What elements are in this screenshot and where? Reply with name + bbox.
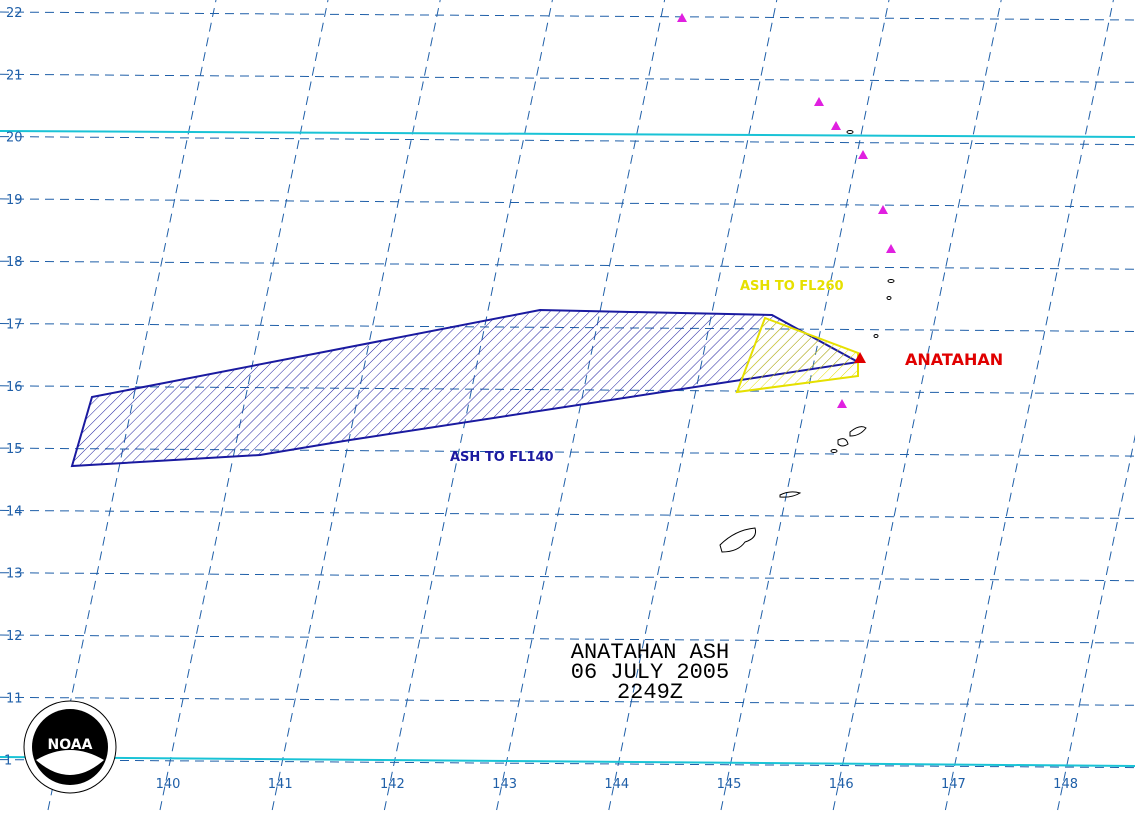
volcano-markers: [677, 13, 896, 408]
meridian: [832, 0, 1002, 811]
meridian: [944, 0, 1114, 811]
parallel: [0, 323, 1135, 332]
logo: NOAA: [23, 700, 117, 794]
parallel: [0, 447, 1135, 457]
lat-label: 1: [4, 754, 12, 769]
parallel: [0, 759, 1135, 769]
meridian: [1057, 434, 1135, 811]
logo-text: NOAA: [48, 737, 93, 753]
annotation: ASH TO FL260: [740, 279, 844, 294]
title: 06 JULY 2005: [571, 660, 729, 685]
lat-label: 15: [6, 442, 23, 457]
coast-boundary: [0, 756, 1135, 767]
lon-label: 141: [268, 777, 293, 792]
lat-label: 21: [6, 68, 23, 83]
title: ANATAHAN ASH: [571, 640, 729, 665]
parallel: [0, 73, 1135, 83]
lat-label: 20: [6, 131, 23, 146]
lat-label: 18: [6, 255, 23, 270]
lon-label: 144: [604, 777, 629, 792]
parallel: [0, 509, 1135, 519]
parallel: [0, 696, 1135, 706]
lon-label: 148: [1053, 777, 1078, 792]
volcano-label: ANATAHAN: [905, 350, 1003, 369]
lat-label: 13: [6, 567, 23, 582]
lat-label: 16: [6, 380, 23, 395]
lon-label: 145: [717, 777, 742, 792]
title: 2249Z: [617, 680, 683, 705]
meridian: [720, 0, 890, 811]
ash-area-high: [735, 316, 859, 394]
parallel: [0, 136, 1135, 146]
parallel: [0, 260, 1135, 270]
meridian: [608, 0, 778, 811]
parallel: [0, 634, 1135, 644]
lat-label: 17: [6, 318, 23, 333]
lat-label: 22: [6, 6, 23, 21]
parallel: [0, 198, 1135, 208]
lat-label: 14: [6, 504, 23, 519]
islands: [719, 130, 895, 553]
lon-label: 143: [492, 777, 517, 792]
lon-label: 146: [829, 777, 854, 792]
lat-label: 11: [6, 691, 23, 706]
annotation: ASH TO FL140: [450, 450, 554, 465]
lat-label: 12: [6, 629, 23, 644]
lon-label: 147: [941, 777, 966, 792]
parallel: [0, 572, 1135, 582]
lon-label: 142: [380, 777, 405, 792]
lon-label: 140: [156, 777, 181, 792]
lat-label: 19: [6, 193, 23, 208]
parallel: [0, 11, 1135, 21]
parallel: [0, 385, 1135, 395]
coast-boundary: [0, 130, 1135, 138]
